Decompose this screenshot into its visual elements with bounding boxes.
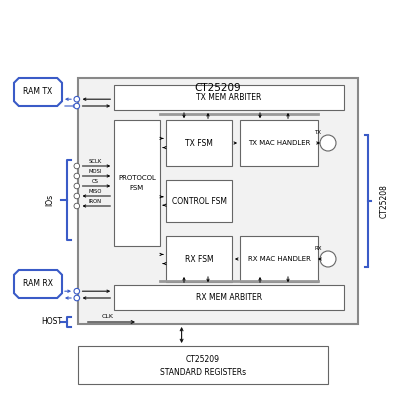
Circle shape xyxy=(74,96,80,102)
Text: IOs: IOs xyxy=(46,194,54,206)
Text: TX FSM: TX FSM xyxy=(185,138,213,148)
Bar xyxy=(114,285,344,310)
Bar xyxy=(166,180,232,222)
Polygon shape xyxy=(14,78,62,106)
Text: CS: CS xyxy=(92,179,99,184)
Circle shape xyxy=(74,183,80,189)
Circle shape xyxy=(74,173,80,179)
Polygon shape xyxy=(14,270,62,298)
Text: RX MAC HANDLER: RX MAC HANDLER xyxy=(248,256,310,262)
Text: RAM RX: RAM RX xyxy=(23,280,53,288)
Circle shape xyxy=(74,288,80,294)
Text: TX: TX xyxy=(314,130,322,136)
Text: SCLK: SCLK xyxy=(88,159,102,164)
Bar xyxy=(78,78,358,324)
Circle shape xyxy=(320,135,336,151)
Bar xyxy=(78,346,328,384)
Circle shape xyxy=(320,251,336,267)
Circle shape xyxy=(74,163,80,169)
Text: TX MAC HANDLER: TX MAC HANDLER xyxy=(248,140,310,146)
Bar xyxy=(166,236,232,282)
Text: CONTROL FSM: CONTROL FSM xyxy=(172,196,226,206)
Text: MISO: MISO xyxy=(88,189,102,194)
Text: RX FSM: RX FSM xyxy=(185,254,213,264)
Text: MOSI: MOSI xyxy=(88,169,102,174)
Circle shape xyxy=(74,103,80,109)
Bar xyxy=(240,236,318,282)
Text: IRON: IRON xyxy=(89,199,102,204)
Bar xyxy=(166,120,232,166)
Bar xyxy=(114,85,344,110)
Text: RAM TX: RAM TX xyxy=(23,88,53,96)
Text: CT25209: CT25209 xyxy=(186,355,220,364)
Text: TX MEM ARBITER: TX MEM ARBITER xyxy=(196,93,262,102)
Text: FSM: FSM xyxy=(130,185,144,191)
Text: HOST: HOST xyxy=(42,318,62,326)
Text: CT25209: CT25209 xyxy=(195,83,241,93)
Circle shape xyxy=(74,295,80,301)
Text: STANDARD REGISTERs: STANDARD REGISTERs xyxy=(160,368,246,377)
Circle shape xyxy=(74,193,80,199)
Text: RX: RX xyxy=(314,246,322,252)
Bar xyxy=(240,120,318,166)
Circle shape xyxy=(74,203,80,209)
Text: PROTOCOL: PROTOCOL xyxy=(118,175,156,181)
Text: RX MEM ARBITER: RX MEM ARBITER xyxy=(196,293,262,302)
Text: CT25208: CT25208 xyxy=(380,184,388,218)
Bar xyxy=(114,120,160,246)
Text: CLK: CLK xyxy=(102,314,114,319)
